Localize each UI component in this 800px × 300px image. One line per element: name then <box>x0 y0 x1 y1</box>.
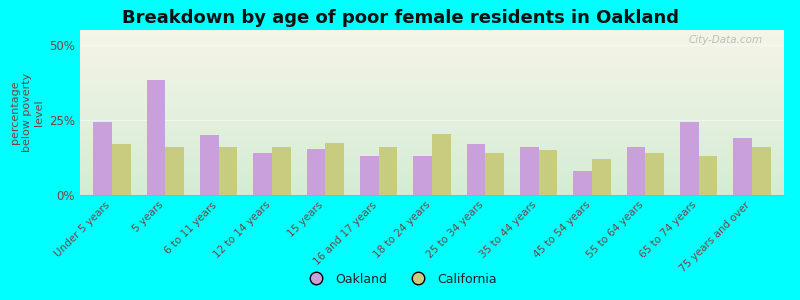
Bar <box>218 147 238 195</box>
Text: Breakdown by age of poor female residents in Oakland: Breakdown by age of poor female resident… <box>122 9 678 27</box>
Bar <box>734 138 752 195</box>
Bar <box>378 147 398 195</box>
Bar <box>306 148 326 195</box>
Bar <box>146 80 166 195</box>
Bar <box>698 156 718 195</box>
Bar <box>520 147 538 195</box>
Bar <box>94 122 112 195</box>
Legend: Oakland, California: Oakland, California <box>298 268 502 291</box>
Bar <box>166 147 184 195</box>
Bar <box>680 122 698 195</box>
Bar <box>752 147 770 195</box>
Bar <box>414 156 432 195</box>
Y-axis label: percentage
below poverty
level: percentage below poverty level <box>10 73 43 152</box>
Bar <box>432 134 450 195</box>
Bar <box>538 150 558 195</box>
Bar <box>626 147 646 195</box>
Bar <box>592 159 610 195</box>
Bar <box>272 147 290 195</box>
Bar <box>646 153 664 195</box>
Text: City-Data.com: City-Data.com <box>689 35 763 45</box>
Bar <box>360 156 378 195</box>
Bar <box>574 171 592 195</box>
Bar <box>326 142 344 195</box>
Bar <box>112 144 130 195</box>
Bar <box>466 144 486 195</box>
Bar <box>200 135 218 195</box>
Bar <box>486 153 504 195</box>
Bar <box>254 153 272 195</box>
